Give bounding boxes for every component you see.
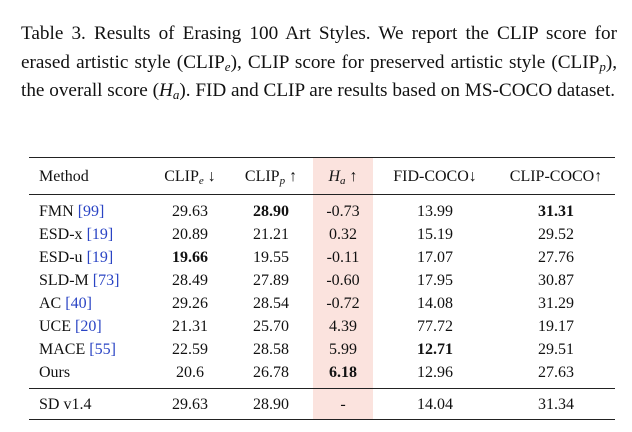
method-name: ESD-u [39,249,83,266]
cell-clip-coco: 27.76 [538,249,574,266]
cell-clip-p: 25.70 [253,318,289,335]
method-name: AC [39,295,62,312]
caption-text: Table 3. Results of Erasing 100 Art Styl… [21,23,617,73]
cell-method: ESD-x [19] [29,223,151,246]
cell-clip-coco: 31.29 [538,295,574,312]
table-row: AC [40] 29.26 28.54 -0.72 14.08 31.29 [29,292,615,315]
method-name: SLD-M [39,272,89,289]
cell-fid-coco: 77.72 [417,318,453,335]
cell-clip-e: 19.66 [172,249,208,266]
cell-fid-coco: 13.99 [417,203,453,220]
citation-link[interactable]: [19] [86,226,114,243]
cell-method: ESD-u [19] [29,246,151,269]
cell-fid-coco: 12.71 [417,341,453,358]
method-name: Ours [39,364,71,381]
caption-text: ), CLIP score for preserved artistic sty… [230,51,600,73]
cell-method: SD v1.4 [29,388,151,420]
cell-method: AC [40] [29,292,151,315]
caption-text: ), the overall score ( [21,51,617,102]
cell-method: UCE [20] [29,315,151,338]
results-table: Method CLIPe ↓ CLIPp ↑ Ha ↑ FID-COCO↓ CL… [29,157,615,420]
table-row: SLD-M [73] 28.49 27.89 -0.60 17.95 30.87 [29,269,615,292]
cell-clip-coco: 27.63 [538,364,574,381]
cell-clip-e: 29.63 [151,388,229,420]
cell-fid-coco: 14.08 [417,295,453,312]
cell-method: MACE [55] [29,338,151,361]
cell-h-a: 6.18 [313,361,373,389]
cell-h-a: -0.73 [313,194,373,223]
citation-link[interactable]: [40] [65,295,92,312]
citation-link[interactable]: [55] [89,341,116,358]
cell-h-a: 0.32 [313,223,373,246]
cell-clip-p: 28.54 [253,295,289,312]
citation-link[interactable]: [73] [92,272,120,289]
cell-clip-p: 21.21 [253,226,289,243]
table-row: FMN [99] 29.63 28.90 -0.73 13.99 31.31 [29,194,615,224]
cell-clip-coco: 30.87 [538,272,574,289]
cell-clip-coco: 29.51 [538,341,574,358]
header-row: Method CLIPe ↓ CLIPp ↑ Ha ↑ FID-COCO↓ CL… [29,157,615,195]
cell-clip-e: 28.49 [172,272,208,289]
table-body: FMN [99] 29.63 28.90 -0.73 13.99 31.31 ESD-x [… [29,194,615,389]
caption-sub-p: p [599,58,606,74]
cell-method: Ours [29,361,151,389]
method-name: UCE [39,318,71,335]
caption-text: ). FID and CLIP are results based on MS-… [179,80,616,101]
cell-h-a: 4.39 [313,315,373,338]
cell-clip-p: 26.78 [253,364,289,381]
citation-link[interactable]: [19] [86,249,114,266]
method-name: ESD-x [39,226,83,243]
method-name: MACE [39,341,86,358]
cell-fid-coco: 15.19 [417,226,453,243]
baseline-body: SD v1.4 29.63 28.90 - 14.04 31.34 [29,388,615,420]
table-row: Ours 20.6 26.78 6.18 12.96 27.63 [29,361,615,389]
cell-clip-p: 28.90 [253,203,289,220]
cell-fid-coco: 12.96 [417,364,453,381]
method-name: FMN [39,203,74,220]
caption-sub-a: a [172,87,180,102]
cell-clip-coco: 31.31 [538,203,574,220]
header-clip-coco: CLIP-COCO↑ [497,157,615,195]
header-h-a: Ha ↑ [313,157,373,195]
cell-fid-coco: 14.04 [373,388,497,420]
cell-h-a: -0.60 [313,269,373,292]
cell-clip-coco: 29.52 [538,226,574,243]
cell-clip-coco: 31.34 [497,388,615,420]
cell-clip-e: 20.89 [172,226,208,243]
table-row: ESD-u [19] 19.66 19.55 -0.11 17.07 27.76 [29,246,615,269]
cell-method: SLD-M [73] [29,269,151,292]
cell-clip-e: 29.26 [172,295,208,312]
cell-clip-e: 21.31 [172,318,208,335]
header-clip-e: CLIPe ↓ [151,157,229,195]
cell-clip-coco: 19.17 [538,318,574,335]
caption-h: H [158,80,173,101]
cell-clip-p: 27.89 [253,272,289,289]
baseline-row: SD v1.4 29.63 28.90 - 14.04 31.34 [29,388,615,420]
table-row: UCE [20] 21.31 25.70 4.39 77.72 19.17 [29,315,615,338]
header-fid-coco: FID-COCO↓ [373,157,497,195]
cell-fid-coco: 17.95 [417,272,453,289]
cell-fid-coco: 17.07 [417,249,453,266]
header-method: Method [29,157,151,195]
cell-h-a: -0.72 [313,292,373,315]
caption-sub-e: e [224,58,231,74]
table-row: MACE [55] 22.59 28.58 5.99 12.71 29.51 [29,338,615,361]
header-clip-p: CLIPp ↑ [229,157,313,195]
citation-link[interactable]: [20] [75,318,102,335]
cell-clip-e: 29.63 [172,203,208,220]
cell-method: FMN [99] [29,195,151,224]
cell-clip-e: 20.6 [176,364,204,381]
cell-clip-p: 28.58 [253,341,289,358]
cell-h-a: - [313,388,373,420]
table-caption: Table 3. Results of Erasing 100 Art Styl… [21,20,617,106]
cell-h-a: 5.99 [313,338,373,361]
cell-clip-e: 22.59 [172,341,208,358]
table-row: ESD-x [19] 20.89 21.21 0.32 15.19 29.52 [29,223,615,246]
citation-link[interactable]: [99] [77,203,105,220]
cell-clip-p: 28.90 [229,388,313,420]
cell-clip-p: 19.55 [253,249,289,266]
cell-h-a: -0.11 [313,246,373,269]
